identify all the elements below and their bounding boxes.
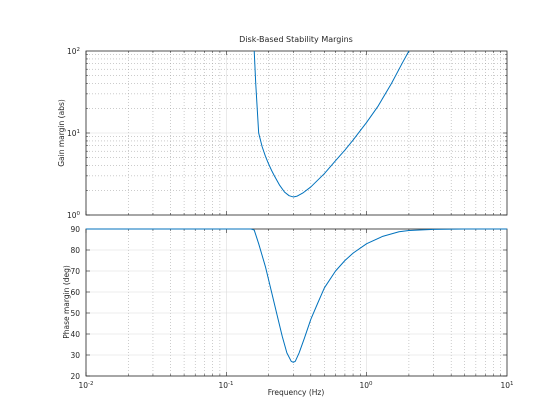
x-tick-label: 101 <box>500 381 513 390</box>
phase-y-tick-labels: 20 30 40 50 60 70 80 90 <box>70 225 80 381</box>
phase-y-tick-label: 90 <box>70 225 80 234</box>
gain-y-axis-label: Gain margin (abs) <box>57 99 66 167</box>
x-tick-label: 10-2 <box>78 381 93 390</box>
chart-title: Disk-Based Stability Margins <box>239 35 353 44</box>
gain-margin-series-line <box>253 50 410 198</box>
phase-y-tick-label: 50 <box>70 309 80 318</box>
gain-grid <box>85 51 507 216</box>
phase-margin-series-line <box>86 228 507 363</box>
x-tick-label: 10-1 <box>218 381 233 390</box>
phase-y-tick-label: 60 <box>70 288 80 297</box>
phase-y-axis-label: Phase margin (deg) <box>62 265 71 339</box>
phase-y-tick-label: 70 <box>70 267 80 276</box>
gain-margin-axes: 100 101 102 Gain margin (abs) <box>57 47 508 220</box>
phase-y-tick-label: 80 <box>70 246 80 255</box>
gain-y-tick-label: 102 <box>67 47 80 56</box>
phase-grid <box>85 228 507 377</box>
x-tick-label: 100 <box>359 381 373 390</box>
gain-y-tick-labels: 100 101 102 <box>67 47 81 220</box>
gain-y-tick-label: 100 <box>67 211 81 220</box>
phase-y-tick-label: 30 <box>70 351 80 360</box>
gain-tick-marks <box>85 51 507 216</box>
phase-y-tick-label: 20 <box>70 372 80 381</box>
phase-axes-box <box>85 228 508 377</box>
gain-y-tick-label: 101 <box>67 129 80 138</box>
x-tick-labels: 10-2 10-1 100 101 <box>78 381 513 390</box>
phase-margin-axes: 20 30 40 50 60 70 80 90 10-2 10-1 100 10… <box>62 225 514 397</box>
x-axis-label: Frequency (Hz) <box>268 388 325 397</box>
phase-y-tick-label: 40 <box>70 330 80 339</box>
phase-tick-marks <box>85 228 507 377</box>
